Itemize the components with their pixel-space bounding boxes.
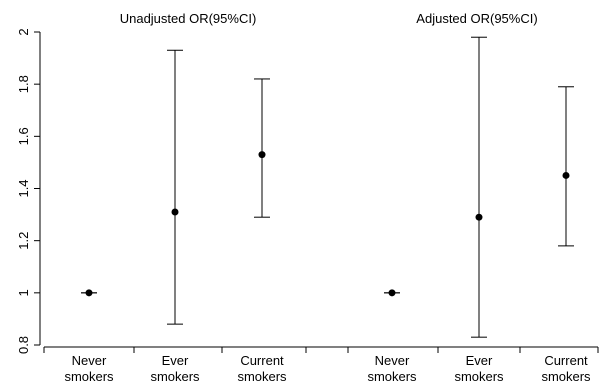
estimate-point xyxy=(85,289,93,297)
y-tick-label: 1.4 xyxy=(16,179,31,197)
panel-titles: Unadjusted OR(95%CI) Adjusted OR(95%CI) xyxy=(120,11,538,26)
y-tick-label: 1.6 xyxy=(16,127,31,145)
panel-title: Unadjusted OR(95%CI) xyxy=(120,11,257,26)
y-tick-label: 1.2 xyxy=(16,232,31,250)
x-tick-label: smokers xyxy=(64,369,114,383)
y-tick-label: 1.8 xyxy=(16,75,31,93)
panel-title: Adjusted OR(95%CI) xyxy=(416,11,537,26)
x-axis: NeversmokersEversmokersCurrentsmokersNev… xyxy=(43,346,599,383)
x-tick-label: Never xyxy=(375,353,410,368)
x-tick-label: Never xyxy=(72,353,107,368)
estimate-point xyxy=(562,171,570,179)
x-tick-label: smokers xyxy=(237,369,287,383)
error-bar-marks xyxy=(81,36,574,338)
y-tick-label: 0.8 xyxy=(16,336,31,354)
y-tick-label: 1 xyxy=(16,289,31,296)
x-tick-label: smokers xyxy=(367,369,417,383)
x-tick-label: Ever xyxy=(162,353,189,368)
y-tick-label: 2 xyxy=(16,28,31,35)
estimate-point xyxy=(475,213,483,221)
x-tick-label: smokers xyxy=(541,369,591,383)
estimate-point xyxy=(388,289,396,297)
estimate-point xyxy=(171,208,179,216)
estimate-point xyxy=(258,151,266,159)
x-tick-label: smokers xyxy=(454,369,504,383)
x-tick-label: Current xyxy=(544,353,588,368)
x-tick-label: Current xyxy=(240,353,284,368)
x-tick-label: Ever xyxy=(466,353,493,368)
x-tick-label: smokers xyxy=(150,369,200,383)
y-axis: 0.8 1 1.2 1.4 1.6 1.8 2 xyxy=(16,28,41,354)
